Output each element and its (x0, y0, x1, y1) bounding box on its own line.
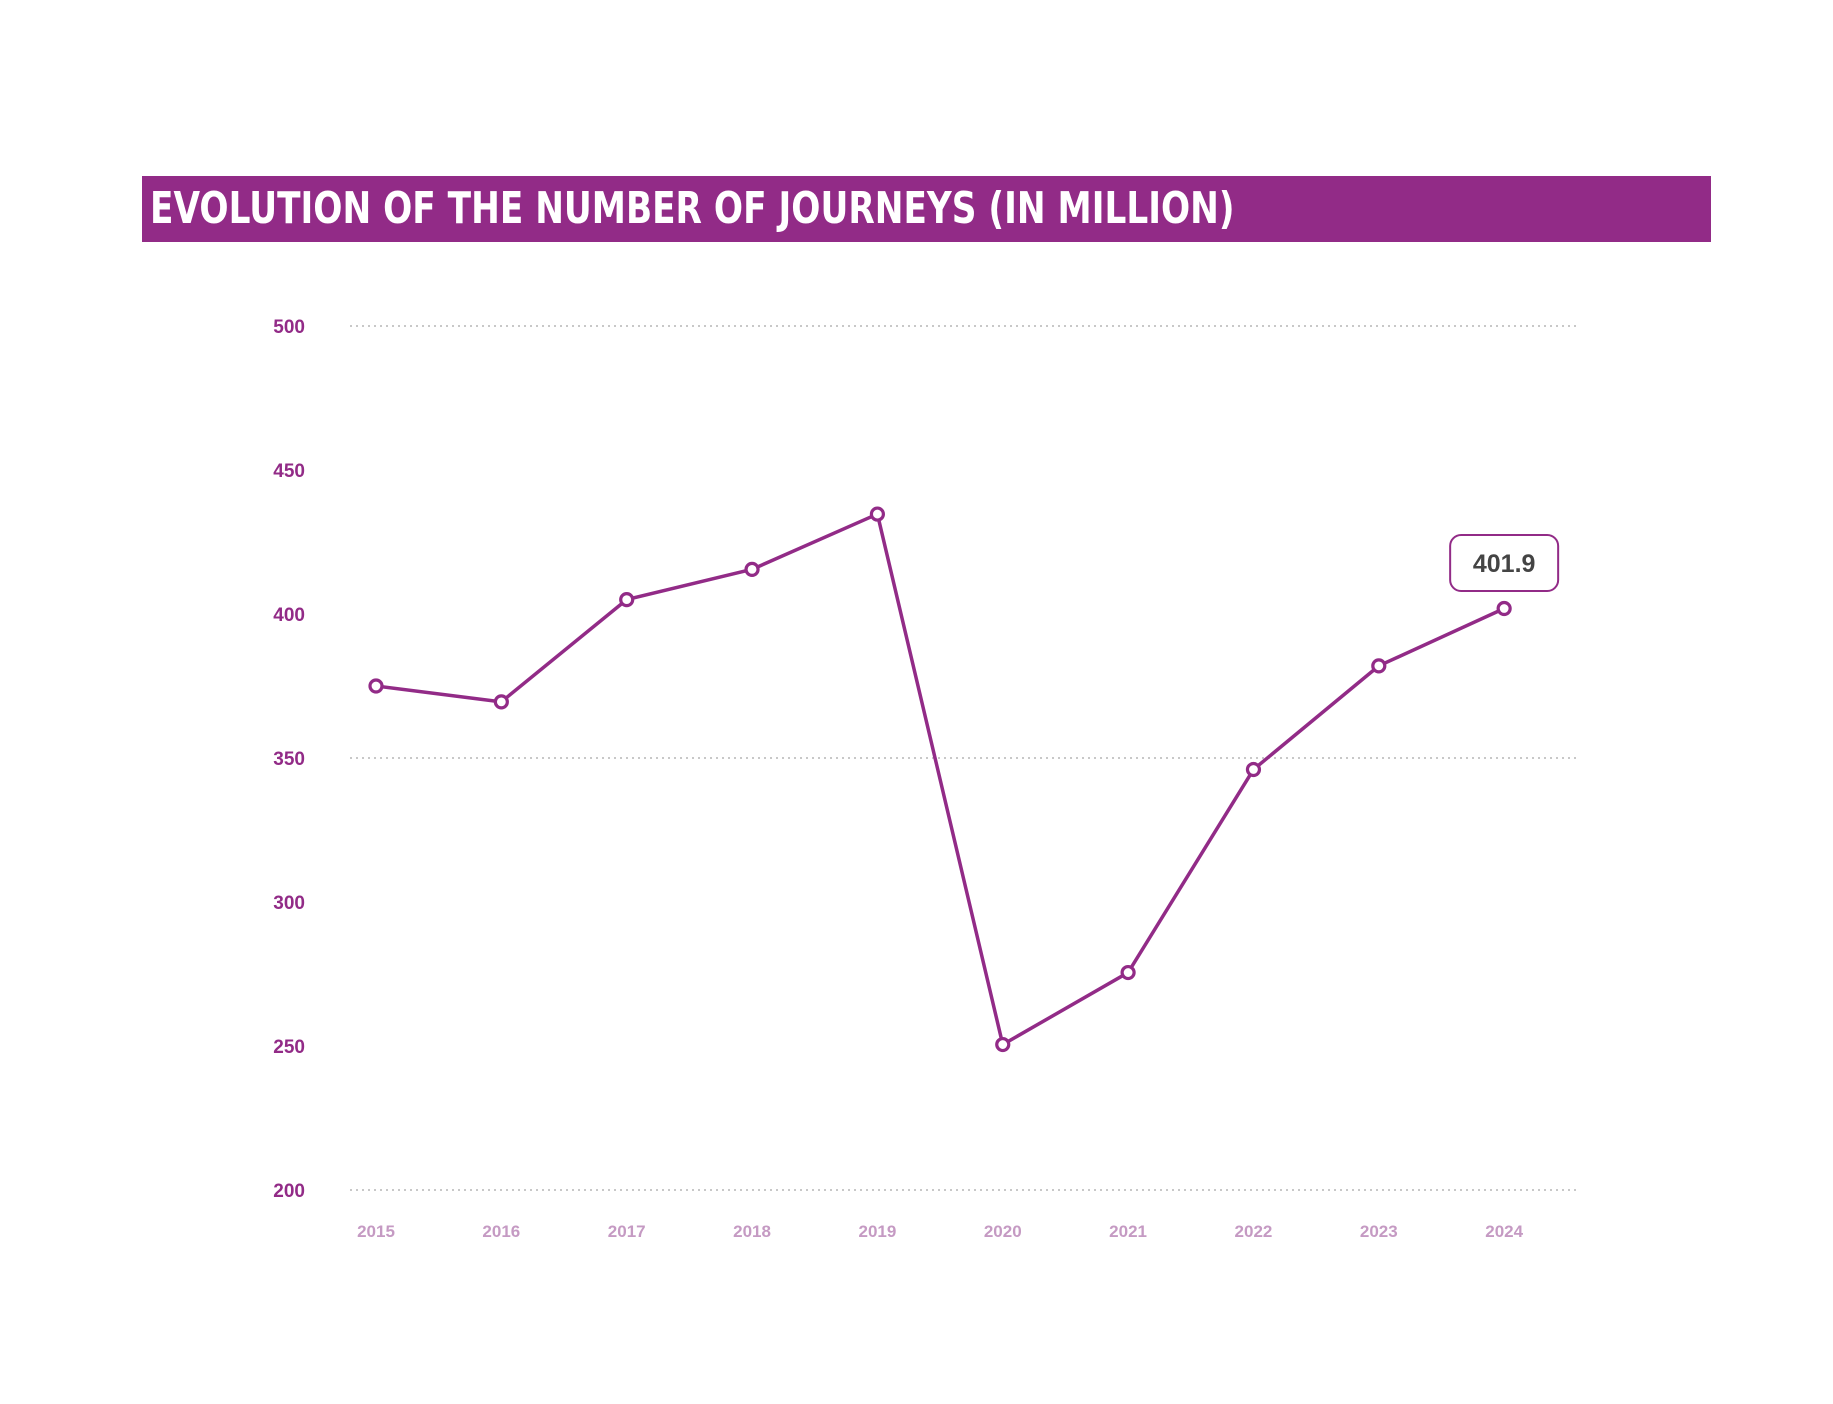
x-tick-label: 2021 (1109, 1222, 1147, 1241)
data-point (619, 591, 635, 608)
x-tick-label: 2018 (733, 1222, 771, 1241)
x-tick-label: 2017 (608, 1222, 646, 1241)
y-tick-label: 300 (273, 893, 305, 914)
callout-box (1449, 534, 1560, 592)
data-point (1371, 658, 1387, 674)
series-journeys (368, 506, 1512, 1053)
data-point (1120, 964, 1136, 981)
series-line (374, 512, 1506, 1047)
chart-title: EVOLUTION OF THE NUMBER OF JOURNEYS (IN … (150, 183, 1235, 234)
chart-title-bar: EVOLUTION OF THE NUMBER OF JOURNEYS (IN … (142, 176, 1711, 242)
y-tick-label: 250 (273, 1037, 305, 1058)
x-tick-label: 2024 (1485, 1222, 1523, 1241)
y-tick-label: 400 (273, 605, 305, 626)
x-tick-label: 2022 (1235, 1222, 1273, 1241)
x-tick-label: 2016 (482, 1222, 520, 1241)
y-tick-label: 450 (273, 461, 305, 482)
y-tick-label: 500 (273, 317, 305, 338)
data-point (1496, 600, 1512, 617)
x-tick-label: 2019 (858, 1222, 896, 1241)
y-axis: 200 250 300 350 400 450 500 (273, 317, 305, 1202)
data-point (744, 561, 760, 577)
data-point (493, 694, 509, 710)
x-tick-label: 2020 (984, 1222, 1022, 1241)
data-point (995, 1036, 1011, 1053)
data-point (1245, 761, 1262, 778)
y-tick-label: 350 (273, 749, 305, 770)
data-point (368, 678, 384, 694)
gridlines (350, 325, 1578, 1191)
callout-label: 401.9 (1473, 550, 1536, 578)
x-axis: 2015 2016 2017 2018 2019 2020 2021 2022 2023 2024 (357, 1222, 1524, 1241)
x-tick-label: 2023 (1360, 1222, 1398, 1241)
x-tick-label: 2015 (357, 1222, 395, 1241)
value-callout: 401.9 (1449, 534, 1560, 592)
y-tick-label: 200 (273, 1181, 305, 1202)
data-point (869, 506, 886, 522)
